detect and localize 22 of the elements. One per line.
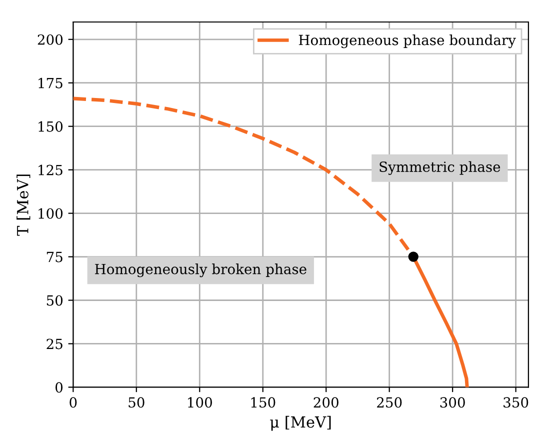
legend-label: Homogeneous phase boundary bbox=[298, 34, 516, 48]
y-axis-title: T [MeV] bbox=[16, 174, 30, 236]
y-tick-label: 100 bbox=[38, 208, 63, 219]
x-tick-label: 0 bbox=[70, 397, 77, 408]
y-tick-label: 150 bbox=[38, 121, 63, 132]
y-tick-label: 200 bbox=[38, 34, 63, 45]
x-tick-label: 100 bbox=[188, 397, 212, 408]
annotation: Homogeneously broken phase bbox=[95, 264, 306, 278]
x-tick-label: 300 bbox=[440, 397, 465, 408]
y-tick-label: 75 bbox=[46, 252, 62, 262]
y-tick-label: 0 bbox=[56, 382, 63, 393]
y-tick-label: 125 bbox=[38, 164, 62, 176]
x-tick-label: 50 bbox=[128, 397, 144, 408]
y-tick-label: 25 bbox=[46, 338, 62, 350]
x-tick-label: 350 bbox=[504, 397, 528, 408]
y-tick-label: 175 bbox=[38, 78, 62, 88]
x-tick-label: 250 bbox=[377, 397, 402, 408]
y-tick-label: 50 bbox=[46, 295, 63, 306]
x-tick-label: 150 bbox=[251, 397, 276, 408]
x-tick-label: 200 bbox=[314, 397, 338, 408]
annotation: Symmetric phase bbox=[380, 161, 500, 175]
x-axis-title: μ [MeV] bbox=[270, 416, 331, 431]
